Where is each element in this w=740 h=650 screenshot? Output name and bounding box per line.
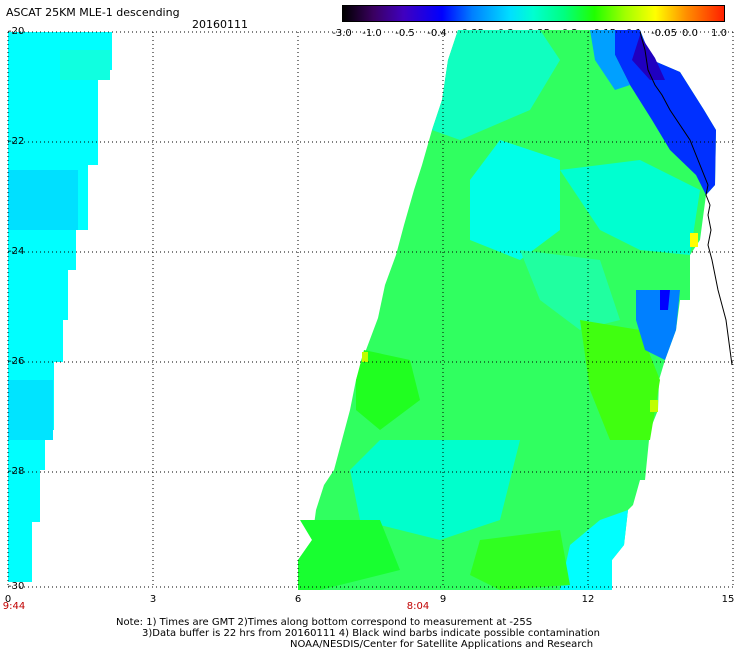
colorbar-tick: -0.05 bbox=[651, 28, 677, 39]
coastline bbox=[639, 31, 733, 366]
yellow-patch bbox=[362, 352, 368, 362]
y-tick-label: -20 bbox=[8, 26, 25, 37]
blue-coastal bbox=[615, 30, 716, 195]
y-tick-label: -26 bbox=[8, 356, 25, 367]
colorbar bbox=[342, 5, 725, 22]
green-patch bbox=[470, 530, 570, 590]
green-patch bbox=[356, 350, 420, 430]
left-swath-patch bbox=[8, 380, 53, 440]
y-tick-label: -30 bbox=[8, 581, 25, 592]
note-line: Note: 1) Times are GMT 2)Times along bot… bbox=[116, 617, 533, 628]
aqua-region bbox=[432, 30, 560, 140]
note-line: 3)Data buffer is 22 hrs from 20160111 4)… bbox=[142, 628, 600, 639]
time-label: 8:04 bbox=[406, 601, 430, 612]
blue-coastal bbox=[636, 290, 680, 360]
cyan-region bbox=[560, 510, 628, 590]
y-tick-label: -28 bbox=[8, 466, 25, 477]
note-line: NOAA/NESDIS/Center for Satellite Applica… bbox=[290, 639, 594, 650]
colorbar-tick: -0.5 bbox=[395, 28, 415, 39]
cyan-region bbox=[560, 160, 700, 255]
colorbar-tick: 1.0 bbox=[711, 28, 727, 39]
colorbar-tick: -1.0 bbox=[362, 28, 382, 39]
left-swath-patch bbox=[60, 50, 110, 80]
grid bbox=[7, 31, 735, 588]
map-date: 20160111 bbox=[192, 18, 248, 31]
data-swaths bbox=[8, 30, 716, 590]
x-tick-label: 0 bbox=[4, 594, 12, 605]
x-tick-label: 3 bbox=[149, 594, 157, 605]
x-tick-label: 6 bbox=[294, 594, 302, 605]
cyan-region bbox=[350, 440, 520, 540]
green-patch bbox=[298, 520, 400, 590]
yellow-patch bbox=[690, 233, 698, 247]
cyan-region bbox=[470, 140, 560, 260]
time-label: 9:44 bbox=[2, 601, 26, 612]
left-swath-patch bbox=[8, 170, 78, 230]
x-tick-label: 15 bbox=[721, 594, 735, 605]
x-tick-label: 9 bbox=[439, 594, 447, 605]
colorbar-tick: 0.0 bbox=[682, 28, 698, 39]
blue-coastal bbox=[660, 290, 670, 310]
x-tick-label: 12 bbox=[581, 594, 595, 605]
green-patch bbox=[580, 320, 660, 440]
map-title: ASCAT 25KM MLE-1 descending bbox=[6, 6, 180, 19]
colorbar-tick: -3.0 bbox=[332, 28, 352, 39]
blue-coastal bbox=[632, 35, 665, 80]
blue-coastal bbox=[590, 30, 630, 90]
y-tick-label: -24 bbox=[8, 246, 25, 257]
colorbar-tick: -0.4 bbox=[427, 28, 447, 39]
yellow-patch bbox=[650, 400, 658, 412]
y-tick-label: -22 bbox=[8, 136, 25, 147]
cyan-region bbox=[520, 250, 620, 330]
left-swath bbox=[8, 32, 112, 582]
